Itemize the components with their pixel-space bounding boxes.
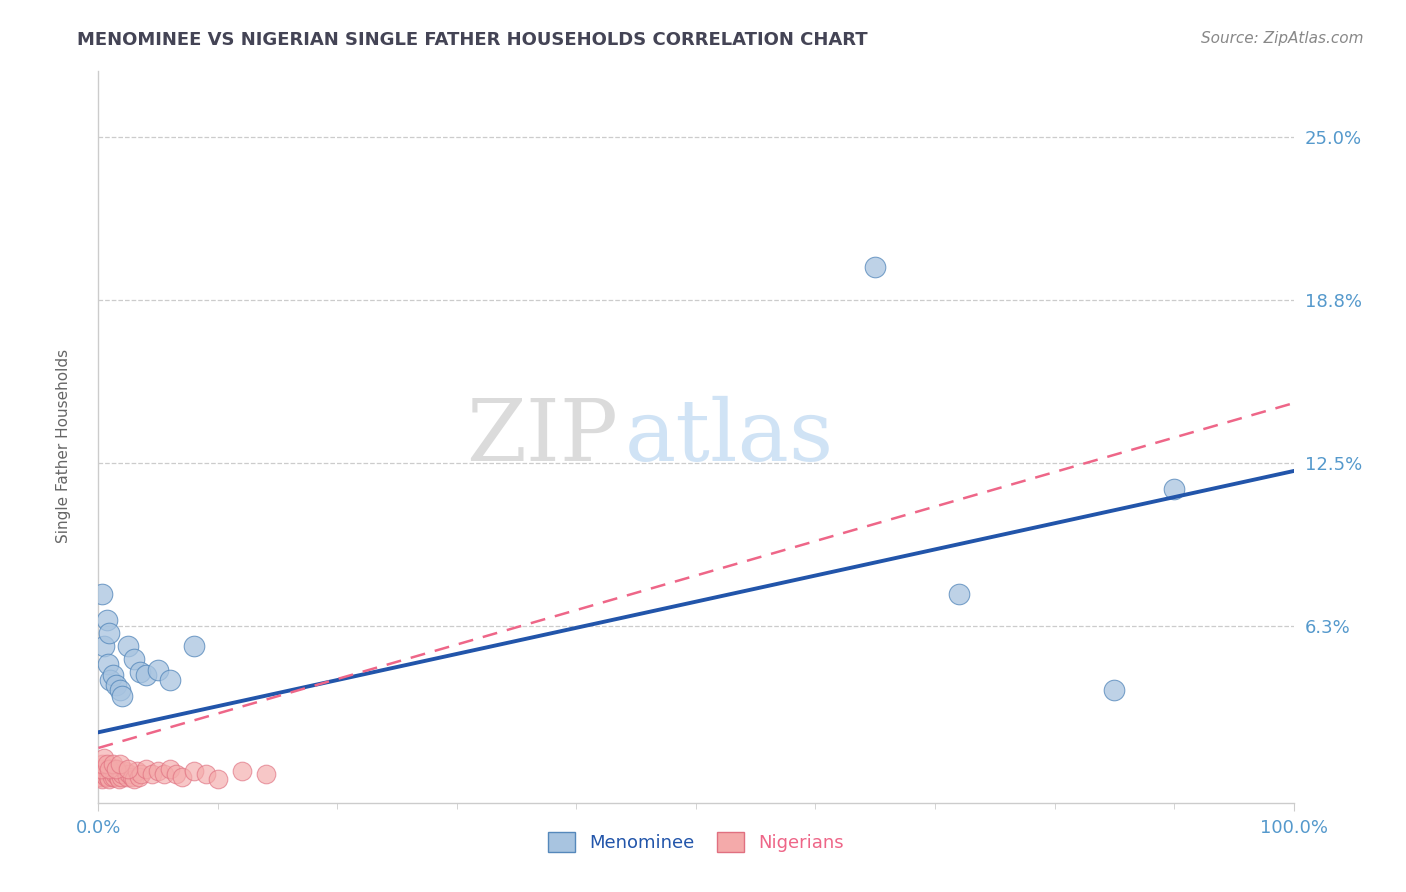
Point [104,767,127,781]
Point [90,770,112,784]
Point [183,639,205,653]
Point [91,772,114,787]
Point [98,762,121,776]
Point [183,764,205,779]
Point [172,770,194,784]
Point [98,626,121,640]
Point [93,751,115,765]
Point [131,767,153,781]
Point [96,756,118,771]
Point [91,767,114,781]
Point [1163,483,1185,497]
Point [105,762,128,776]
Point [107,772,129,787]
Point [118,767,141,781]
Point [1104,683,1126,698]
Point [98,772,121,787]
Point [195,767,218,781]
Text: ZIP: ZIP [467,395,619,479]
Point [135,762,157,776]
Point [105,762,128,776]
Point [135,667,157,682]
Point [96,613,118,627]
Point [90,762,112,776]
Point [111,689,134,703]
Point [148,663,170,677]
Point [111,767,134,781]
Point [121,770,143,784]
Point [165,767,187,781]
Point [91,756,114,771]
Point [101,756,124,771]
Text: Single Father Households: Single Father Households [56,349,70,543]
Point [865,260,887,275]
Text: Source: ZipAtlas.com: Source: ZipAtlas.com [1201,31,1364,46]
Point [101,762,124,776]
Point [254,767,277,781]
Point [117,639,139,653]
Point [948,587,970,601]
Text: atlas: atlas [624,395,834,479]
Point [93,764,115,779]
Point [115,770,138,784]
Point [148,764,170,779]
Point [124,652,146,666]
Point [125,764,148,779]
Point [124,772,146,787]
Point [117,762,139,776]
Point [141,767,163,781]
Point [94,770,117,784]
Point [129,665,152,680]
Text: MENOMINEE VS NIGERIAN SINGLE FATHER HOUSEHOLDS CORRELATION CHART: MENOMINEE VS NIGERIAN SINGLE FATHER HOUS… [77,31,868,49]
Point [98,673,122,687]
Point [110,770,132,784]
Point [101,667,124,682]
Point [114,764,136,779]
Point [108,756,131,771]
Point [89,770,111,784]
Point [159,673,181,687]
Point [98,764,122,779]
Point [153,767,176,781]
Point [159,762,181,776]
Point [231,764,253,779]
Legend: Menominee, Nigerians: Menominee, Nigerians [541,824,851,860]
Point [107,770,129,784]
Point [207,772,229,787]
Point [96,762,118,776]
Point [105,678,128,692]
Point [97,657,120,672]
Point [108,764,131,779]
Point [100,770,122,784]
Point [97,770,120,784]
Point [128,770,150,784]
Point [108,683,131,698]
Point [93,639,115,653]
Point [103,770,125,784]
Point [91,587,114,601]
